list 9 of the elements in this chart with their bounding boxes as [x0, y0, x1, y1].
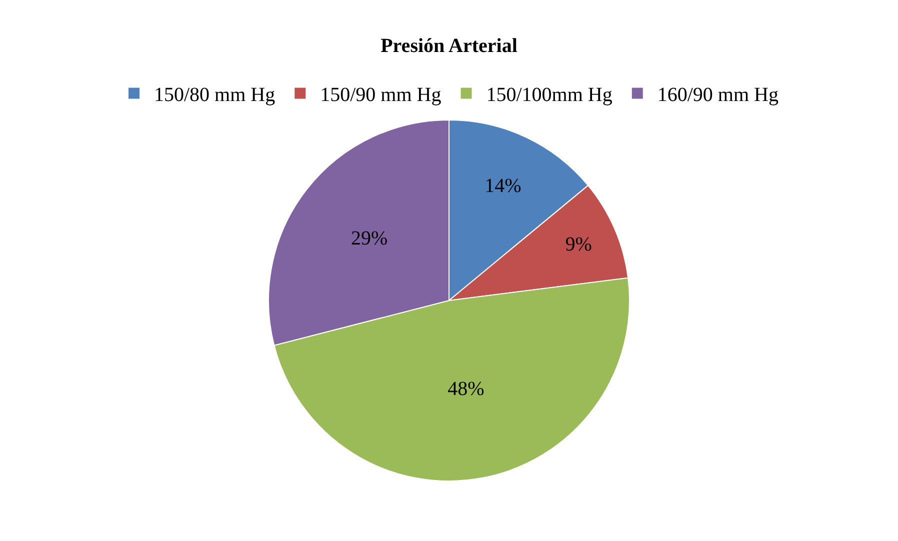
- legend-label: 150/100mm Hg: [486, 84, 612, 106]
- data-label: 48%: [448, 378, 484, 400]
- data-label: 9%: [565, 233, 592, 256]
- chart-title: Presión Arterial: [380, 34, 518, 57]
- legend-label: 150/90 mm Hg: [320, 84, 442, 106]
- data-label: 14%: [484, 174, 522, 197]
- legend-label: 160/90 mm Hg: [657, 84, 778, 106]
- data-label: 29%: [350, 228, 388, 250]
- legend-label: 150/80 mm Hg: [154, 84, 276, 106]
